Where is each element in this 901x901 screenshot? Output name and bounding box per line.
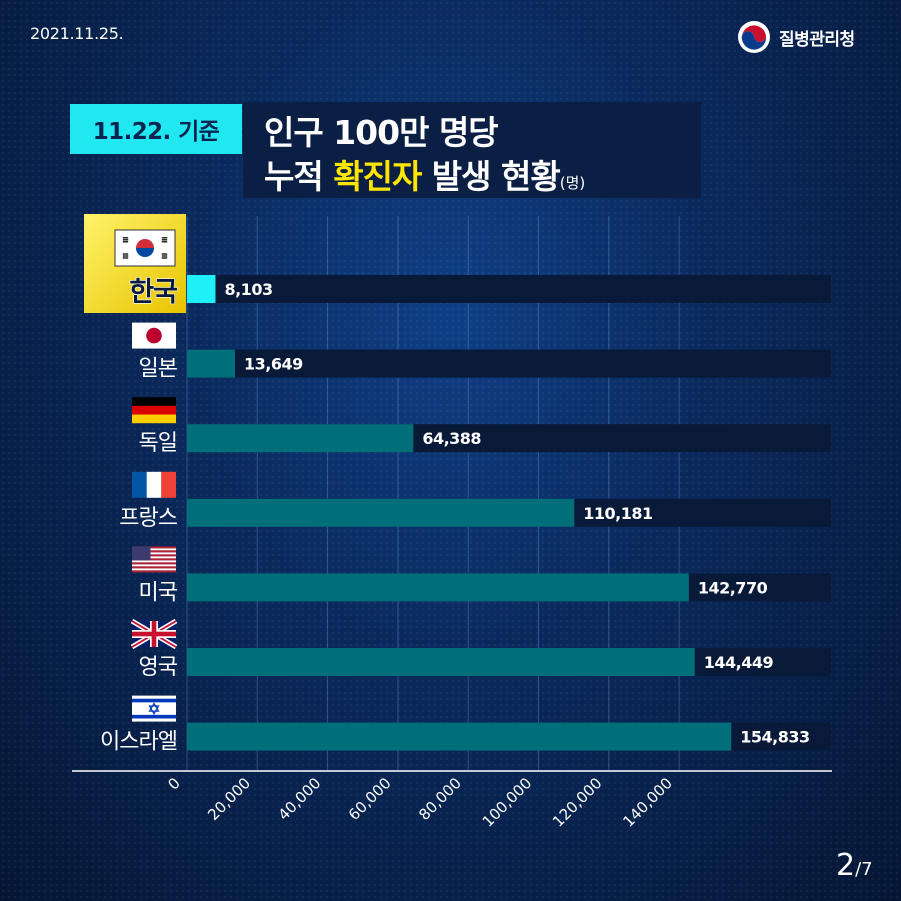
israel-flag-star-up (148, 702, 160, 712)
title-unit: (명) (559, 174, 586, 192)
page-current: 2 (836, 848, 856, 883)
category-label-6: 이스라엘 (100, 730, 177, 755)
bar-4 (187, 573, 689, 602)
value-label-5: 144,449 (704, 653, 774, 672)
usa-flag-stripe-4 (132, 554, 176, 557)
usa-flag-stripe-3 (132, 552, 176, 555)
israel-flag-star-down (148, 705, 160, 715)
usa-flag-stripe-7 (132, 560, 176, 563)
value-label-6: 154,833 (740, 728, 809, 747)
bar-1 (187, 349, 235, 378)
bar-track-0 (187, 275, 831, 303)
title-highlight: 확진자 (333, 157, 422, 196)
title-background (243, 102, 701, 198)
usa-flag-stripe-0 (132, 546, 176, 549)
korea-flag-trigram-3-1 (161, 255, 168, 257)
org-name: 질병관리청 (779, 29, 855, 50)
usa-flag-stripe-2 (132, 550, 176, 553)
germany-flag-stripe-1 (132, 405, 176, 415)
date-basis-badge: 11.22. 기준 (70, 104, 242, 154)
france-flag-stripe-0 (132, 471, 147, 498)
bar-2 (187, 424, 414, 453)
category-label-5: 영국 (139, 655, 178, 680)
korea-flag-trigram-2-2 (122, 257, 129, 259)
uk-flag-cross-h-red (132, 631, 176, 637)
usa-flag-icon (132, 546, 176, 573)
germany-flag-stripe-2 (132, 414, 176, 424)
usa-flag-stripe-5 (132, 556, 176, 559)
org-logo: 질병관리청 (737, 20, 855, 54)
value-label-4: 142,770 (698, 578, 768, 597)
page-total: /7 (855, 859, 873, 880)
x-tick-label-0: 0 (164, 774, 183, 793)
korea-flag-taegeuk-blue (136, 248, 154, 257)
france-flag-stripe-1 (146, 471, 162, 498)
korea-flag-trigram-1-1 (161, 239, 168, 241)
value-label-3: 110,181 (583, 504, 653, 523)
bar-track-1 (187, 349, 831, 378)
usa-flag-stripe-8 (132, 562, 176, 565)
bar-6 (187, 722, 732, 751)
germany-flag-stripe-0 (132, 397, 176, 406)
x-tick-label-2: 40,000 (275, 774, 325, 824)
korea-flag-taegeuk-red (136, 239, 154, 248)
value-label-0: 8,103 (224, 280, 272, 299)
korea-flag-trigram-3-2 (161, 257, 168, 259)
israel-flag-stripe-top (132, 698, 176, 703)
category-label-3: 프랑스 (119, 506, 177, 531)
usa-flag-stripe-10 (132, 566, 176, 569)
korea-flag-icon (114, 229, 176, 267)
korea-flag-trigram-2-1 (122, 255, 129, 257)
japan-flag-sun (146, 327, 162, 344)
category-label-0: 한국 (129, 277, 177, 308)
korea-flag-trigram-0-1 (122, 239, 129, 241)
uk-flag-icon (130, 618, 178, 650)
korea-flag-trigram-1-2 (161, 241, 168, 243)
japan-flag-icon (132, 322, 176, 349)
france-flag-stripe-2 (161, 471, 176, 498)
bar-0 (187, 275, 216, 303)
usa-flag-stripe-6 (132, 558, 176, 561)
usa-flag-stripe-11 (132, 568, 176, 571)
korea-flag-trigram-0-2 (122, 241, 129, 243)
category-label-1: 일본 (139, 357, 178, 382)
value-label-1: 13,649 (244, 355, 303, 374)
germany-flag-icon (132, 397, 176, 424)
x-tick-label-4: 80,000 (415, 774, 465, 824)
taegeuk-logo-icon (738, 21, 770, 53)
usa-flag-stripe-12 (132, 570, 176, 573)
title-line-2-post: 발생 현황 (421, 157, 561, 196)
category-label-2: 독일 (139, 431, 177, 456)
korea-flag-trigram-1-0 (161, 237, 168, 239)
page-indicator: 2/7 (836, 848, 873, 883)
bar-5 (187, 648, 695, 676)
israel-flag-icon (132, 695, 176, 722)
value-label-2: 64,388 (422, 429, 481, 448)
korea-flag-trigram-3-0 (161, 253, 168, 255)
usa-flag-stripe-1 (132, 548, 176, 551)
korea-flag-trigram-2-0 (122, 253, 129, 255)
x-tick-label-1: 20,000 (204, 774, 254, 824)
x-tick-label-7: 140,000 (619, 774, 676, 831)
title-line-1: 인구 100만 명당 (264, 113, 499, 152)
france-flag-icon (132, 471, 176, 498)
title-line-2-pre: 누적 (264, 157, 334, 196)
israel-flag-stripe-bottom (132, 714, 176, 719)
x-tick-label-6: 120,000 (549, 774, 606, 831)
date-label: 2021.11.25. (30, 24, 124, 43)
x-tick-label-3: 60,000 (345, 774, 395, 824)
x-tick-label-5: 100,000 (479, 774, 536, 831)
title-line-2: 누적 확진자 발생 현황(명) (264, 150, 585, 198)
bar-3 (187, 498, 575, 527)
korea-flag-trigram-0-0 (122, 237, 129, 239)
category-label-4: 미국 (139, 580, 178, 605)
usa-flag-stripe-9 (132, 564, 176, 567)
usa-flag-canton (132, 546, 151, 561)
